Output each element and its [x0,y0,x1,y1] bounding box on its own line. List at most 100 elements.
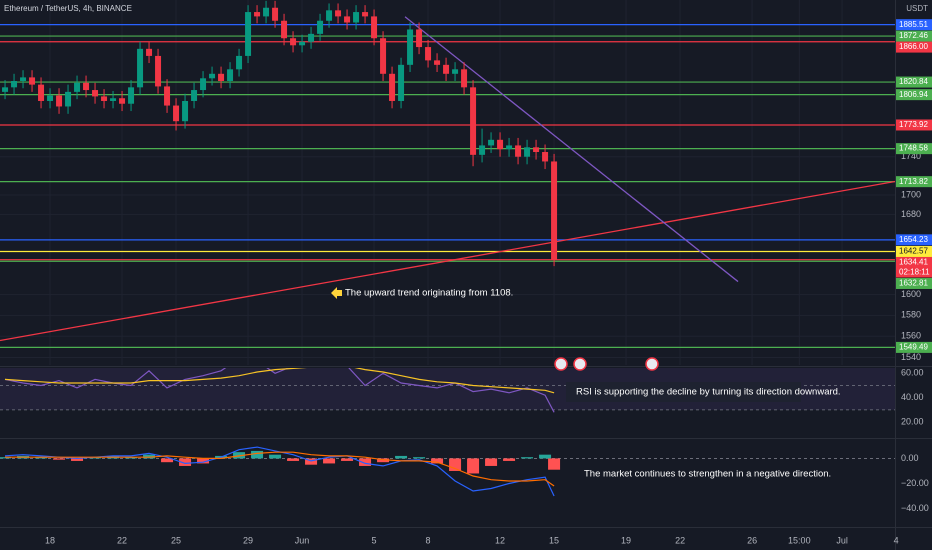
candle-body [29,77,36,85]
y-tick-label: 1740 [901,151,921,161]
candle-body [164,86,171,106]
x-tick-label: Jul [836,535,848,545]
candle-body [317,20,324,34]
annotation: The upward trend originating from 1108. [345,288,513,299]
x-tick-label: Jun [295,535,310,545]
candle-body [155,55,162,87]
trendline [0,180,895,342]
currency: USDT [906,4,928,13]
candle-body [497,139,504,150]
x-tick-label: 29 [243,535,253,545]
price-label: 1632.81 [899,279,928,288]
price-label: 1748.58 [899,144,928,153]
candle-body [542,152,549,162]
y-tick-label: −20.00 [901,478,929,488]
series-line [5,451,555,487]
y-tick-label: 60.00 [901,368,924,378]
event-icons [554,357,659,371]
histogram-bar [521,457,534,459]
histogram-bar [287,458,300,461]
candle-body [47,95,54,101]
x-tick-label: 15 [549,535,559,545]
candle-body [524,147,531,157]
candle-body [11,81,18,88]
candle-body [92,90,99,97]
histogram-bar [413,457,426,459]
countdown-box [896,267,932,278]
candle-body [551,161,558,260]
candle-body [362,12,369,17]
histogram-bar [503,458,516,461]
price-label-box [896,341,932,353]
axes: 1540 1560 1580 1600 1680 1700 1740 18 22 25 29 Jun 5… [45,19,932,545]
y-tick-label: 1580 [901,310,921,320]
candle-body [290,38,297,46]
candle-body [389,73,396,101]
y-tick-label: 1680 [901,209,921,219]
candle-body [398,64,405,101]
x-tick-label: 19 [621,535,631,545]
candle-body [209,73,216,79]
candle-body [38,84,45,101]
histogram-bar [377,458,390,463]
macd-pane [0,446,895,497]
countdown: 02:18:11 [899,268,930,277]
y-tick-label: 1700 [901,189,921,199]
candle-body [425,47,432,61]
candle-body [434,60,441,65]
candle-body [200,78,207,91]
candle-body [308,33,315,42]
candle-body [353,12,360,23]
candle-body [326,10,333,21]
histogram-bar [35,457,48,459]
candle-body [254,12,261,17]
candle-body [227,69,234,82]
histogram-bar [341,458,354,461]
x-tick-label: 26 [747,535,757,545]
candle-body [488,139,495,146]
candle-body [443,64,450,74]
candle-body [416,29,423,48]
price-label: 1806.94 [899,90,928,99]
candle-body [83,82,90,91]
price-label-box [896,30,932,42]
price-label: 1634.41 [899,258,928,267]
candle-body [236,55,243,70]
candle-body [137,48,144,88]
candle-body [146,48,153,56]
price-label-box [896,119,932,131]
x-tick-label: 15:00 [788,535,811,545]
histogram-bar [143,454,156,459]
candle-body [173,105,180,122]
histogram-bar [323,458,336,464]
candle-body [182,100,189,122]
histogram-bar [197,458,210,464]
trendline [404,16,739,283]
x-tick-label: 22 [117,535,127,545]
histogram-bar [53,458,66,460]
histogram-bar [233,452,246,459]
candle-body [371,16,378,39]
price-label-box [896,245,932,257]
price-label-box [896,277,932,289]
price-label-box [896,89,932,101]
price-label: 1773.92 [899,120,928,129]
candle-body [470,87,477,155]
y-tick-label: 0.00 [901,453,919,463]
histogram-bar [71,458,84,461]
price-label: 1654.23 [899,235,928,244]
arrow-icon [331,287,342,299]
price-label-box [896,176,932,188]
candle-body [263,7,270,17]
candle-body [299,41,306,46]
candle-body [191,90,198,101]
price-label: 1866.00 [899,42,928,51]
candle-body [281,20,288,39]
candle-body [506,145,513,150]
x-tick-label: 18 [45,535,55,545]
annotation: The market continues to strengthen in a … [584,469,831,480]
price-label: 1713.82 [899,177,928,186]
histogram-bar [485,458,498,466]
price-label-box [896,41,932,53]
candle-body [452,69,459,74]
